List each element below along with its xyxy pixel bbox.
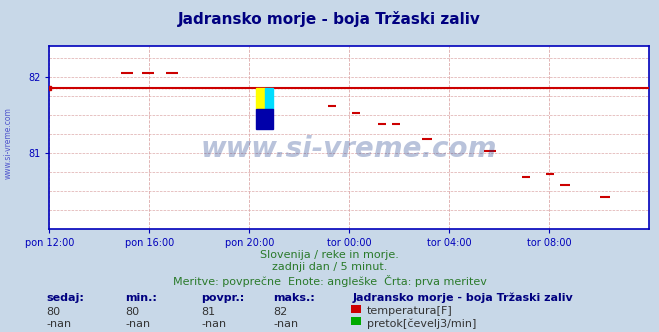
Text: maks.:: maks.: (273, 293, 315, 303)
Text: -nan: -nan (46, 319, 71, 329)
Text: pretok[čevelj3/min]: pretok[čevelj3/min] (367, 319, 476, 329)
Text: 80: 80 (46, 307, 60, 317)
Text: -nan: -nan (273, 319, 299, 329)
Text: www.si-vreme.com: www.si-vreme.com (4, 107, 13, 179)
Text: 82: 82 (273, 307, 288, 317)
Bar (265, 88, 273, 109)
Bar (256, 88, 265, 109)
Bar (256, 109, 273, 128)
Text: www.si-vreme.com: www.si-vreme.com (201, 135, 498, 163)
Text: Slovenija / reke in morje.: Slovenija / reke in morje. (260, 250, 399, 260)
Text: Meritve: povprečne  Enote: angleške  Črta: prva meritev: Meritve: povprečne Enote: angleške Črta:… (173, 275, 486, 287)
Text: Jadransko morje - boja Tržaski zaliv: Jadransko morje - boja Tržaski zaliv (178, 11, 481, 27)
Text: -nan: -nan (201, 319, 226, 329)
Text: -nan: -nan (125, 319, 150, 329)
Text: Jadransko morje - boja Tržaski zaliv: Jadransko morje - boja Tržaski zaliv (353, 293, 573, 303)
Text: 81: 81 (201, 307, 215, 317)
Text: min.:: min.: (125, 293, 157, 303)
Text: povpr.:: povpr.: (201, 293, 244, 303)
Text: sedaj:: sedaj: (46, 293, 84, 303)
Text: zadnji dan / 5 minut.: zadnji dan / 5 minut. (272, 262, 387, 272)
Text: 80: 80 (125, 307, 139, 317)
Text: temperatura[F]: temperatura[F] (367, 306, 453, 316)
